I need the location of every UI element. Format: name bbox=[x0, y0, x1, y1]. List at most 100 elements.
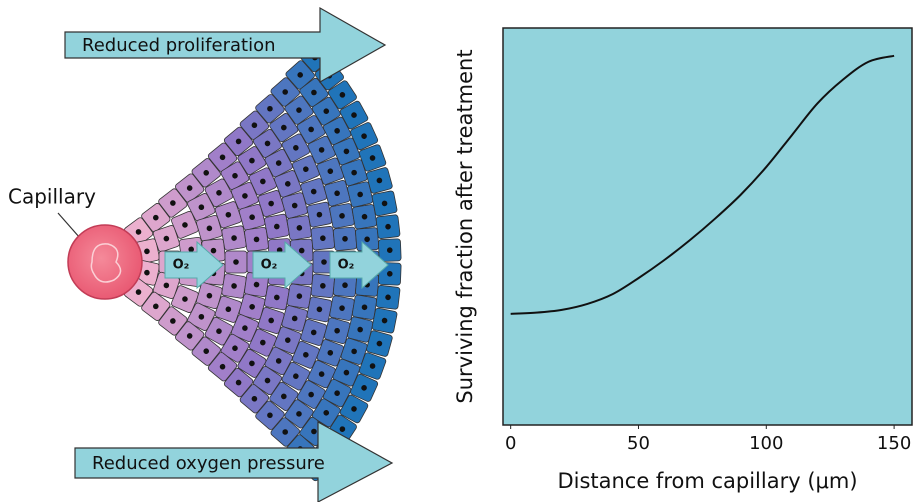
cell-nucleus bbox=[267, 105, 273, 112]
cell bbox=[237, 348, 267, 378]
cell bbox=[270, 417, 300, 447]
cell-nucleus bbox=[303, 351, 309, 358]
cell-nucleus bbox=[381, 200, 388, 207]
cell bbox=[306, 296, 333, 323]
red-cell bbox=[90, 243, 122, 283]
cell bbox=[291, 340, 320, 369]
cell bbox=[332, 226, 358, 251]
cell-nucleus bbox=[144, 269, 150, 276]
cell bbox=[214, 201, 242, 229]
cell bbox=[311, 398, 341, 428]
cell-nucleus bbox=[296, 225, 303, 231]
cell-nucleus bbox=[249, 157, 255, 164]
x-axis-label: Distance from capillary (μm) bbox=[557, 469, 857, 493]
bottom-arrow bbox=[74, 420, 394, 502]
x-tick-label: 50 bbox=[627, 433, 650, 454]
cell bbox=[239, 384, 270, 414]
cell bbox=[223, 126, 254, 157]
x-tick-label: 0 bbox=[505, 433, 516, 454]
cell-nucleus bbox=[303, 166, 309, 173]
cell bbox=[284, 95, 314, 125]
cell-nucleus bbox=[351, 406, 357, 412]
cell bbox=[307, 360, 336, 389]
cell-nucleus bbox=[323, 108, 330, 114]
cell bbox=[191, 158, 221, 188]
cell-nucleus bbox=[267, 412, 273, 419]
cell-nucleus bbox=[282, 429, 289, 435]
cell-nucleus bbox=[291, 315, 298, 322]
cell bbox=[322, 378, 352, 408]
cell-nucleus bbox=[342, 236, 348, 242]
cell-nucleus bbox=[321, 259, 327, 265]
cell-nucleus bbox=[334, 190, 340, 197]
cell bbox=[339, 100, 369, 130]
cell-nucleus bbox=[186, 185, 193, 191]
cell-nucleus bbox=[188, 246, 195, 253]
cell-nucleus bbox=[260, 178, 266, 185]
cell bbox=[141, 203, 171, 233]
cell-nucleus bbox=[235, 138, 242, 145]
cell-nucleus bbox=[293, 373, 299, 379]
cell-nucleus bbox=[274, 294, 280, 301]
cell bbox=[286, 283, 312, 309]
cell-nucleus bbox=[351, 169, 357, 176]
cell-nucleus bbox=[308, 126, 314, 133]
cell bbox=[350, 122, 379, 151]
cell-nucleus bbox=[186, 333, 193, 339]
leader-line bbox=[57, 212, 81, 239]
cell-nucleus bbox=[242, 193, 248, 199]
oxygen-label: O₂ bbox=[261, 258, 278, 273]
cell-nucleus bbox=[206, 292, 213, 299]
cell-nucleus bbox=[219, 363, 226, 370]
cell-nucleus bbox=[361, 304, 368, 311]
cell bbox=[350, 373, 379, 402]
cell bbox=[264, 213, 290, 240]
cell-nucleus bbox=[253, 281, 260, 288]
cell-nucleus bbox=[316, 306, 323, 313]
cell-nucleus bbox=[216, 190, 222, 196]
cell-nucleus bbox=[249, 214, 255, 221]
cell-nucleus bbox=[361, 385, 367, 391]
cell bbox=[214, 295, 242, 323]
cell bbox=[270, 77, 300, 107]
cell-nucleus bbox=[320, 235, 326, 241]
cell bbox=[332, 273, 358, 298]
cell-nucleus bbox=[219, 154, 226, 161]
cell-nucleus bbox=[291, 202, 298, 209]
cell-nucleus bbox=[334, 327, 340, 334]
cell-nucleus bbox=[274, 223, 280, 230]
cell-nucleus bbox=[203, 348, 210, 354]
cell bbox=[223, 367, 254, 398]
cell bbox=[191, 336, 221, 366]
cell bbox=[358, 352, 387, 380]
cell-nucleus bbox=[310, 188, 317, 195]
cell-nucleus bbox=[308, 391, 314, 398]
cell bbox=[355, 227, 380, 252]
cell bbox=[375, 285, 401, 310]
cell-nucleus bbox=[216, 328, 222, 334]
cell-nucleus bbox=[323, 410, 330, 416]
cell bbox=[175, 321, 205, 351]
cell bbox=[306, 201, 333, 228]
oxygen-arrow bbox=[252, 240, 312, 290]
cell-nucleus bbox=[203, 170, 210, 176]
cell bbox=[248, 167, 277, 196]
cell bbox=[323, 317, 351, 344]
cell-nucleus bbox=[320, 283, 326, 289]
cell-fan bbox=[123, 42, 402, 482]
cell bbox=[300, 319, 328, 346]
cell bbox=[255, 400, 285, 430]
cell-nucleus bbox=[153, 303, 159, 310]
cell-nucleus bbox=[386, 247, 393, 254]
cell bbox=[347, 316, 374, 343]
cell bbox=[329, 203, 355, 229]
cell-nucleus bbox=[260, 339, 266, 346]
cell bbox=[340, 159, 368, 187]
cell bbox=[329, 295, 355, 321]
cell bbox=[358, 144, 387, 172]
cell-nucleus bbox=[170, 318, 176, 324]
cell-nucleus bbox=[281, 124, 287, 131]
cell-nucleus bbox=[318, 147, 325, 153]
cell-nucleus bbox=[385, 294, 391, 301]
cell-nucleus bbox=[364, 236, 370, 243]
